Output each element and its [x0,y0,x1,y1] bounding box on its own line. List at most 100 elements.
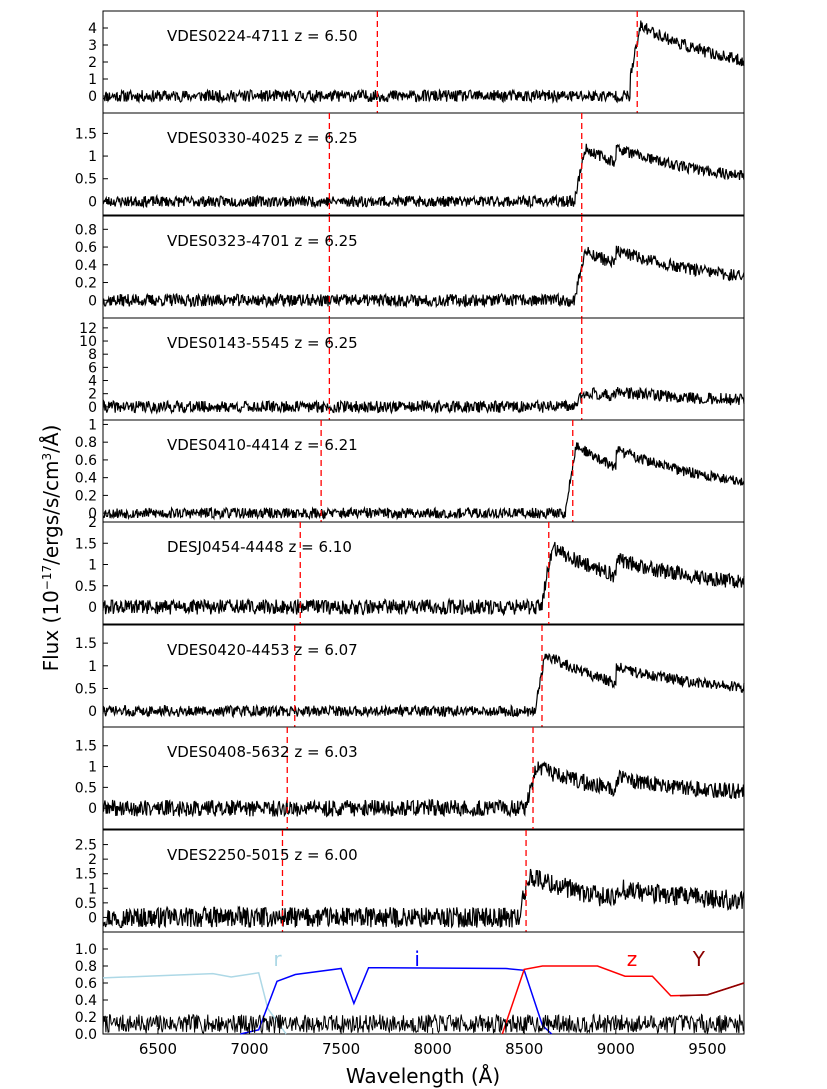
y-tick-label: 4 [88,21,97,37]
spectrum-line [102,541,745,617]
y-tick-label: 1 [88,417,97,433]
filter-curve-Y [679,982,745,997]
y-tick-label: 0 [88,400,97,416]
x-axis-label: Wavelength (Å) [346,1064,500,1088]
y-tick-label: 0.5 [75,681,97,697]
y-tick-label: 0.5 [75,172,97,188]
x-tick-label: 6500 [139,1040,177,1058]
x-tick-label: 7500 [322,1040,360,1058]
filter-label-Y: Y [692,947,706,971]
y-tick-label: 0 [88,293,97,309]
panel-label: VDES0224-4711 z = 6.50 [167,27,358,45]
y-tick-label: 0.0 [75,1027,97,1043]
y-tick-label: 1.5 [75,867,97,883]
filter-label-r: r [273,947,282,971]
y-tick-label: 0.5 [75,896,97,912]
y-tick-label: 0.2 [75,1010,97,1026]
y-tick-label: 1 [88,149,97,165]
panel-label: VDES0323-4701 z = 6.25 [167,232,358,250]
y-tick-label: 0 [88,704,97,720]
y-tick-label: 1.0 [75,942,97,958]
filter-curve-z [501,965,745,1035]
panel-frame [102,112,745,216]
filter-label-z: z [627,947,638,971]
filter-label-i: i [414,947,420,971]
y-tick-label: 0.6 [75,453,97,469]
y-tick-label: 2 [88,515,97,531]
y-tick-label: 0.5 [75,780,97,796]
y-tick-label: 1.5 [75,536,97,552]
panel-VDES0323-4701: 00.2 0.4 0.6 0.8 VDES0323-4701 z = 6.25 [75,215,745,319]
y-tick-label: 0.6 [75,976,97,992]
y-tick-label: 1.5 [75,739,97,755]
panel-label: VDES2250-5015 z = 6.00 [167,846,358,864]
panel-label: VDES0420-4453 z = 6.07 [167,641,358,659]
spectrum-line [102,868,745,929]
y-tick-label: 2 [88,852,97,868]
panel-label: DESJ0454-4448 z = 6.10 [167,538,352,556]
y-tick-label: 0 [88,89,97,105]
panel-frame [102,521,745,625]
y-tick-label: 0.2 [75,488,97,504]
filter-curve-r [102,971,287,1035]
filter-spectrum-line [102,1013,745,1035]
panel-DESJ0454-4448: 0 0.5 1 1.5 2 DESJ0454-4448 z = 6.10 [75,515,745,625]
y-tick-label: 4 [88,374,97,390]
x-tick-label: 8500 [505,1040,543,1058]
y-tick-label: 0 [88,506,97,522]
y-tick-label: 12 [79,321,97,337]
y-tick-label: 1 [88,72,97,88]
y-tick-label: 0.8 [75,222,97,238]
y-tick-label: 0.6 [75,240,97,256]
y-tick-label: 0.2 [75,276,97,292]
y-tick-label: 0 [88,910,97,926]
y-tick-label: 0.5 [75,579,97,595]
x-tick-label: 8000 [414,1040,452,1058]
y-tick-label: 0 [88,801,97,817]
spectrum-line [102,386,745,415]
y-tick-label: 0 [88,194,97,210]
y-tick-label: 0 [88,600,97,616]
y-axis-label: Flux (10−17/ergs/s/cm3/Å) [39,425,63,672]
panel-frame [102,726,745,830]
y-tick-label: 2 [88,55,97,71]
y-tick-label: 10 [79,334,97,350]
spectrum-line [102,652,745,719]
y-tick-label: 1 [88,659,97,675]
y-tick-label: 1.5 [75,636,97,652]
y-tick-label: 1.5 [75,126,97,142]
y-tick-label: 1 [88,558,97,574]
spectrum-line [102,760,745,818]
y-tick-label: 2.5 [75,838,97,854]
y-tick-label: 3 [88,38,97,54]
y-tick-label: 8 [88,347,97,363]
y-tick-label: 1 [88,760,97,776]
y-tick-label: 0.4 [75,471,97,487]
panel-label: VDES0330-4025 z = 6.25 [167,129,358,147]
y-tick-label: 0.4 [75,993,97,1009]
y-tick-label: 6 [88,360,97,376]
panel-VDES0330-4025: 0 0.5 1 1.5 VDES0330-4025 z = 6.25 [75,112,745,216]
panel-VDES0408-5632: 0 0.5 1 1.5 VDES0408-5632 z = 6.03 [75,726,745,830]
filter-curve-i [240,966,553,1035]
spectrum-line [102,245,745,309]
y-tick-label: 1 [88,881,97,897]
panel-VDES2250-5015: 00.511.522.5 VDES2250-5015 z = 6.00 [75,829,745,933]
y-tick-label: 2 [88,387,97,403]
panel-label: VDES0143-5545 z = 6.25 [167,334,358,352]
panel-VDES0420-4453: 0 0.5 1 1.5 VDES0420-4453 z = 6.07 [75,624,745,728]
y-tick-label: 0.8 [75,959,97,975]
panel-label: VDES0408-5632 z = 6.03 [167,743,358,761]
y-tick-label: 0.4 [75,258,97,274]
x-tick-label: 9500 [688,1040,726,1058]
spectrum-line [102,442,745,521]
x-tick-label: 9000 [597,1040,635,1058]
spectrum-line [102,143,745,209]
panel-filters: r i z Y 0.00.20.40.60.81.0 6500 7000 7500 8000 85… [75,931,745,1058]
panel-label: VDES0410-4414 z = 6.21 [167,436,358,454]
x-tick-label: 7000 [230,1040,268,1058]
